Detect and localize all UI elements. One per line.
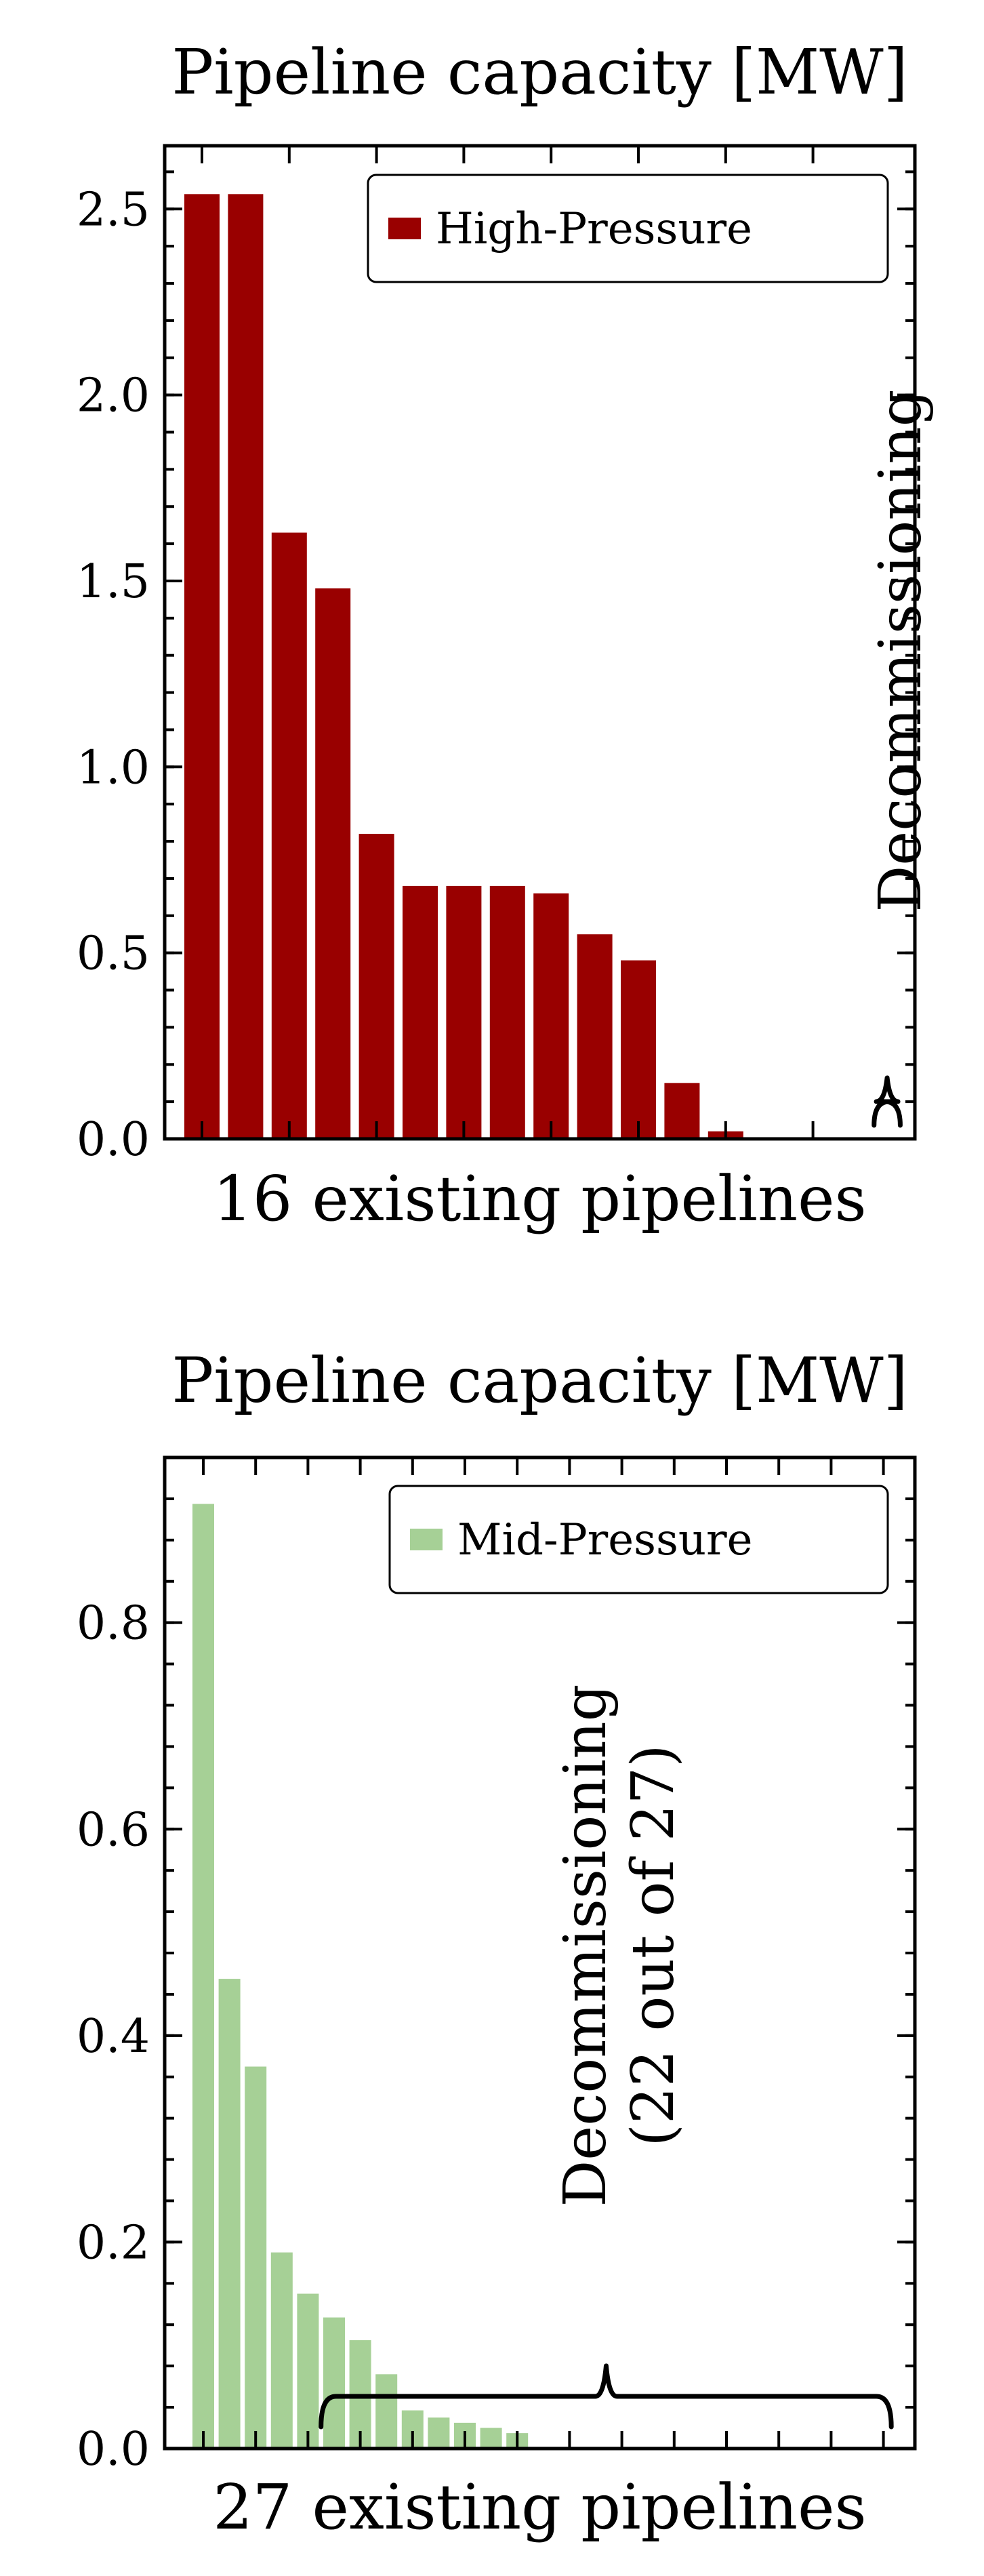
legend-swatch [410,1529,443,1550]
bar [271,532,307,1139]
annotation-line: Decommissioning [867,389,935,912]
bar [621,960,656,1139]
y-tick-label: 2.5 [77,183,150,237]
decommissioning-annotation: Decommissioning [867,389,935,912]
y-tick-label: 0.4 [77,2010,150,2064]
bar [297,2293,319,2449]
bar [664,1083,700,1139]
y-tick-label: 1.0 [77,741,150,794]
x-axis-label: 16 existing pipelines [213,1163,866,1235]
bar [245,2066,267,2449]
bar [403,885,438,1139]
bar [358,834,394,1139]
plot-frame [163,144,917,1141]
bar [533,893,569,1139]
chart-panel-1: Pipeline capacity [MW] 0.0 0.5 1.0 1.5 2.0 2.5… [77,36,935,1235]
y-tick-label: 2.0 [77,369,150,423]
bar [218,1979,241,2449]
decommissioning-brace [319,2363,894,2430]
legend-label: High-Pressure [436,204,752,254]
bar [192,1504,214,2449]
chart-title: Pipeline capacity [MW] [171,36,907,108]
bar [375,2374,398,2449]
y-tick-label: 0.0 [77,1113,150,1167]
legend-swatch [388,218,421,239]
bar [446,885,482,1139]
y-tick-label: 1.5 [77,555,150,609]
decommissioning-annotation: Decommissioning (22 out of 27) [552,1684,687,2207]
x-axis-label: 27 existing pipelines [213,2471,866,2543]
chart-title: Pipeline capacity [MW] [171,1344,907,1417]
bar [315,588,351,1139]
annotation-line: Decommissioning [552,1684,619,2207]
y-tick-label: 0.5 [77,927,150,981]
legend-label: Mid-Pressure [457,1515,753,1565]
bar [323,2317,345,2449]
legend-box [367,174,889,283]
bar [184,194,220,1139]
y-tick-label: 0.6 [77,1803,150,1857]
bar [428,2417,450,2449]
bar [270,2252,293,2449]
decommissioning-brace [872,1075,903,1128]
annotation-line: (22 out of 27) [619,1744,687,2146]
y-tick-label: 0.0 [77,2423,150,2476]
y-tick-label: 0.2 [77,2216,150,2270]
chart-panel-2: Pipeline capacity [MW] 0.0 0.2 0.4 0.6 0.8 27 … [77,1344,917,2543]
bar [228,194,264,1139]
bar [577,934,613,1139]
bar [480,2428,502,2449]
legend-box [388,1485,889,1594]
bar [489,885,525,1139]
y-tick-label: 0.8 [77,1597,150,1651]
